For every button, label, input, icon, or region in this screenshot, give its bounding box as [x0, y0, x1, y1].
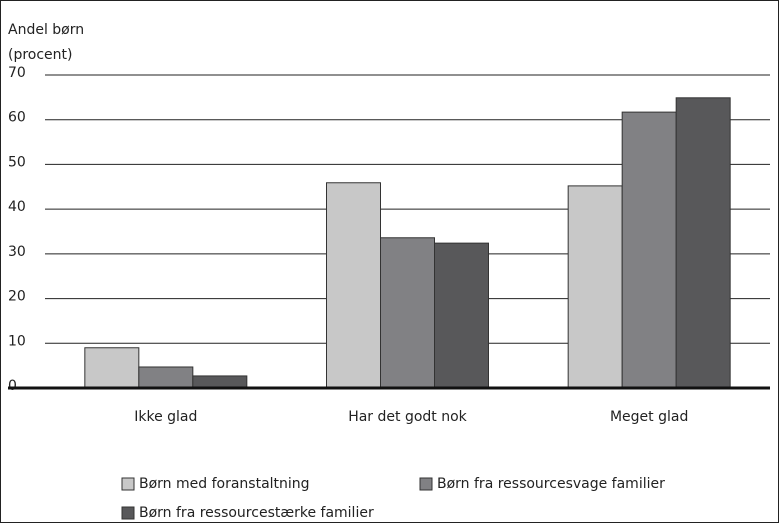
x-tick-label: Ikke glad	[134, 409, 197, 425]
bar	[380, 237, 435, 389]
bar	[84, 347, 140, 389]
bar	[621, 111, 677, 389]
legend-label: Børn fra ressourcesvage familier	[437, 476, 665, 492]
y-tick-label: 40	[8, 199, 26, 215]
bar	[567, 185, 623, 389]
bar	[138, 366, 194, 389]
legend-swatch	[419, 477, 433, 491]
legend-swatch	[121, 477, 135, 491]
legend-label: Børn fra ressourcestærke familier	[139, 505, 374, 521]
x-tick-label: Har det godt nok	[348, 409, 467, 425]
y-tick-label: 20	[8, 289, 26, 305]
bar	[675, 97, 731, 389]
bar	[434, 242, 489, 389]
y-tick-label: 10	[8, 333, 26, 349]
y-tick-label: 70	[8, 65, 26, 81]
bar	[326, 182, 381, 389]
legend-label: Børn med foranstaltning	[139, 476, 310, 492]
y-tick-label: 0	[8, 378, 17, 394]
y-axis-label: Andel børn	[8, 22, 84, 38]
x-tick-label: Meget glad	[610, 409, 688, 425]
y-tick-label: 30	[8, 244, 26, 260]
legend-swatch	[121, 506, 135, 520]
y-tick-label: 60	[8, 110, 26, 126]
bar	[192, 375, 248, 389]
y-tick-label: 50	[8, 154, 26, 170]
y-axis-label: (procent)	[8, 47, 73, 63]
